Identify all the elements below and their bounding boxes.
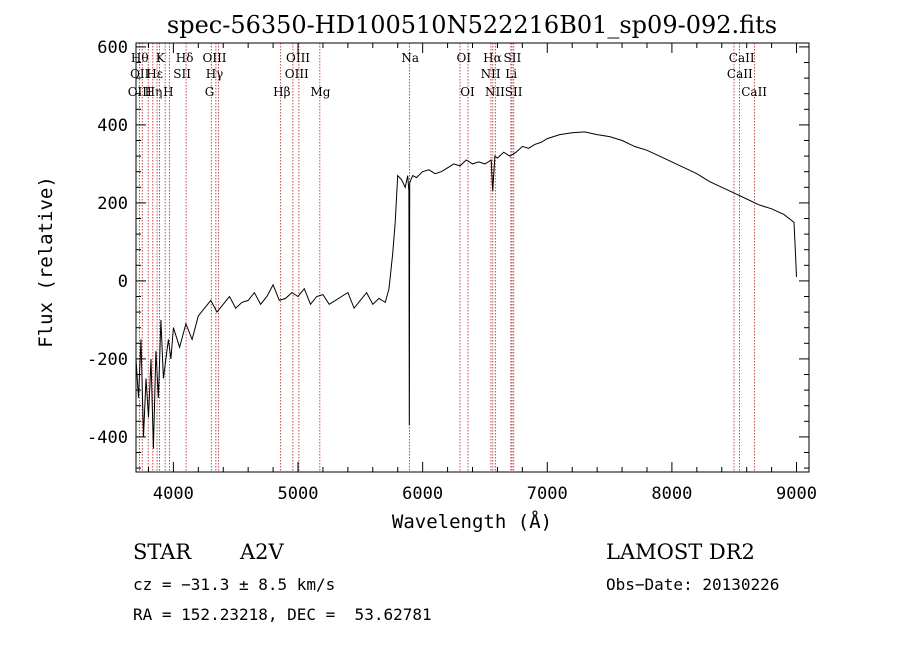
line-annotation: OI — [456, 51, 471, 65]
spectrum — [135, 131, 797, 449]
line-annotation: OIII — [286, 51, 310, 65]
survey: LAMOST DR2 — [606, 540, 755, 564]
line-annotation: Hη — [145, 85, 163, 99]
line-annotation: CaII — [741, 85, 767, 99]
line-annotation: OIII — [285, 67, 309, 81]
subclass: A2V — [239, 540, 285, 564]
y-tick-label: 600 — [97, 38, 128, 58]
line-annotation: SII — [504, 51, 522, 65]
x-tick-label: 7000 — [527, 484, 568, 504]
line-annotation: Hγ — [206, 67, 224, 81]
plot-frame — [135, 42, 810, 473]
chart-title: spec-56350-HD100510N522216B01_sp09-092.f… — [167, 11, 777, 39]
line-annotation: Hβ — [273, 85, 290, 99]
line-annotation: SII — [173, 67, 191, 81]
line-annotation: NII — [481, 67, 501, 81]
line-annotation: Li — [505, 67, 517, 81]
line-annotation: NII — [485, 85, 505, 99]
line-annotation: CaII — [729, 51, 755, 65]
x-tick-label: 5000 — [278, 484, 319, 504]
obs-date: Obs−Date: 20130226 — [606, 575, 779, 594]
x-tick-label: 8000 — [651, 484, 692, 504]
line-annotation: Na — [401, 51, 419, 65]
line-annotation: Mg — [310, 85, 330, 99]
line-annotation: Hθ — [131, 51, 149, 65]
y-ticks: -400 -200 0 200 400 600 — [87, 38, 809, 469]
line-annotation: K — [156, 51, 166, 65]
spectrum-line — [135, 131, 797, 449]
line-annotation: OII — [130, 67, 150, 81]
line-annotation: Hε — [146, 67, 163, 81]
line-annotation: Hα — [483, 51, 502, 65]
line-annotation: Hδ — [176, 51, 194, 65]
line-annotation: OIII — [128, 85, 152, 99]
line-markers — [138, 43, 755, 472]
line-annotation: CaII — [727, 67, 753, 81]
object-type: STAR — [133, 540, 192, 564]
line-annotation: G — [205, 85, 215, 99]
y-axis-label: Flux (relative) — [35, 176, 57, 348]
x-tick-label: 6000 — [402, 484, 443, 504]
line-annotation: H — [163, 85, 173, 99]
y-tick-label: 200 — [97, 194, 128, 214]
line-annotation: OI — [460, 85, 475, 99]
y-tick-label: -400 — [87, 428, 128, 448]
x-tick-label: 4000 — [153, 484, 194, 504]
y-tick-label: 400 — [97, 116, 128, 136]
line-annotation: OIII — [202, 51, 226, 65]
x-tick-label: 9000 — [776, 484, 817, 504]
x-ticks: 4000 5000 6000 7000 8000 9000 — [147, 43, 817, 504]
redshift: cz = −31.3 ± 8.5 km/s — [133, 575, 335, 594]
y-tick-label: 0 — [118, 272, 128, 292]
y-tick-label: -200 — [87, 350, 128, 370]
x-axis-label: Wavelength (Å) — [392, 510, 552, 533]
coordinates: RA = 152.23218, DEC = 53.62781 — [133, 605, 432, 624]
line-annotation: SII — [505, 85, 523, 99]
